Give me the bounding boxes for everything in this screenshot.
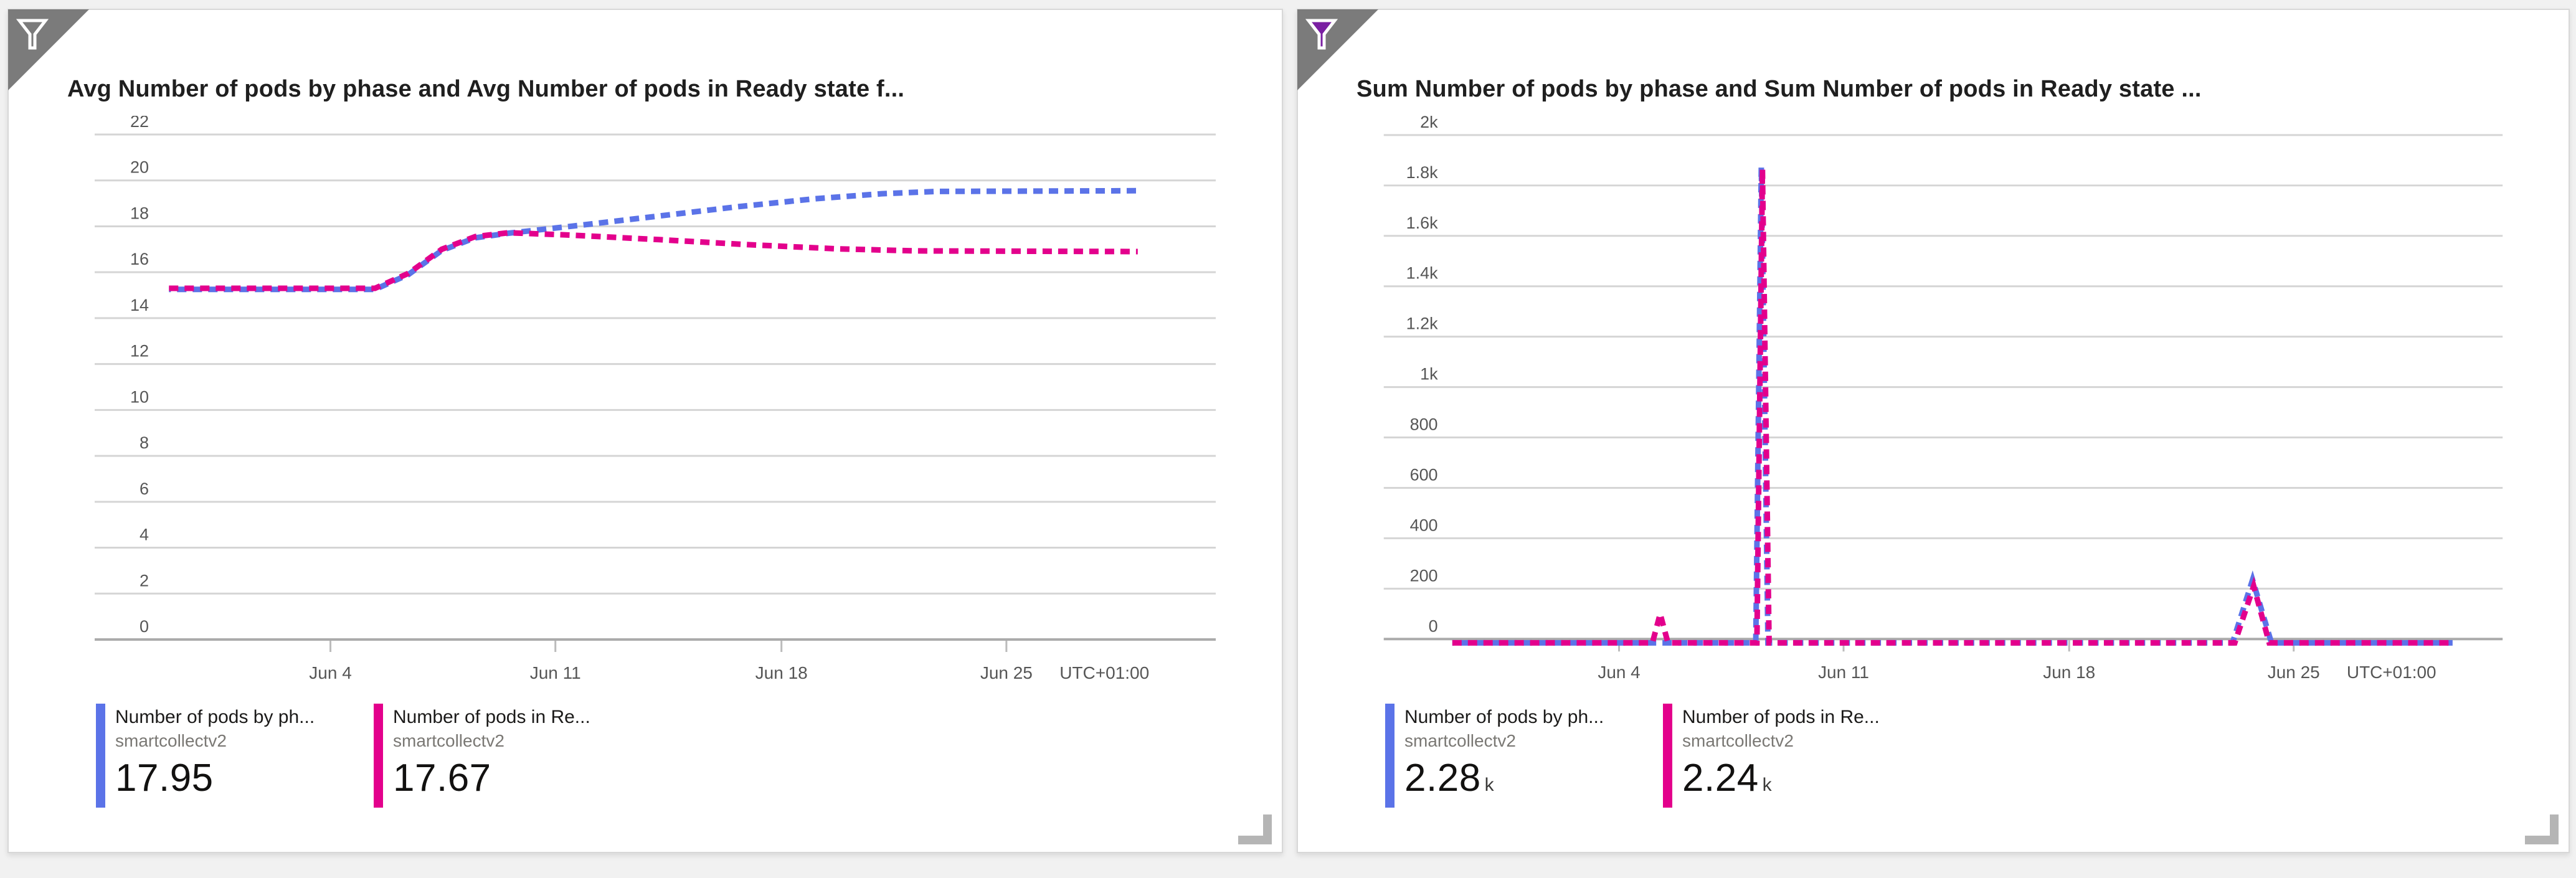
svg-text:22: 22 (130, 116, 149, 131)
svg-text:12: 12 (130, 342, 149, 361)
legend-series-name: Number of pods by ph... (1404, 707, 1604, 727)
legend-unit: k (1484, 775, 1495, 795)
legend-item-pods-in-ready[interactable]: Number of pods in Re... smartcollectv2 2… (1663, 704, 1941, 808)
svg-text:14: 14 (130, 296, 149, 314)
metric-tile-avg-pods[interactable]: Avg Number of pods by phase and Avg Numb… (7, 9, 1283, 853)
chart-title: Sum Number of pods by phase and Sum Numb… (1357, 75, 2202, 102)
svg-text:1k: 1k (1420, 365, 1438, 384)
legend-swatch-blue (96, 704, 105, 808)
svg-text:10: 10 (130, 387, 149, 406)
legend-item-pods-in-ready[interactable]: Number of pods in Re... smartcollectv2 1… (374, 704, 651, 808)
svg-text:2k: 2k (1420, 116, 1438, 131)
svg-text:800: 800 (1410, 415, 1438, 434)
filter-funnel-icon-active (1305, 19, 1338, 50)
svg-text:18: 18 (130, 204, 149, 222)
legend-aggregation-value: 17.67 (393, 757, 491, 800)
legend-aggregation-value: 17.95 (115, 757, 214, 800)
legend-aggregation-value: 2.24 k (1682, 757, 1773, 800)
legend-series-name: Number of pods by ph... (115, 707, 315, 727)
legend-item-pods-by-phase[interactable]: Number of pods by ph... smartcollectv2 2… (1385, 704, 1663, 808)
svg-text:0: 0 (140, 617, 149, 636)
svg-text:0: 0 (1429, 616, 1438, 635)
svg-text:1.8k: 1.8k (1406, 163, 1438, 182)
legend-swatch-magenta (374, 704, 383, 808)
svg-text:Jun 4: Jun 4 (1598, 663, 1640, 682)
legend-series-name: Number of pods in Re... (393, 707, 590, 727)
svg-text:1.6k: 1.6k (1406, 214, 1438, 232)
chart-title: Avg Number of pods by phase and Avg Numb… (67, 75, 905, 102)
legend-item-pods-by-phase[interactable]: Number of pods by ph... smartcollectv2 1… (96, 704, 374, 808)
svg-text:4: 4 (140, 526, 149, 544)
legend-resource-name: smartcollectv2 (1682, 731, 1794, 750)
svg-text:8: 8 (140, 433, 149, 452)
svg-text:UTC+01:00: UTC+01:00 (2347, 663, 2436, 682)
line-chart-sum-pods[interactable]: 2k 1.8k 1.6k 1.4k 1.2k 1k 800 600 400 200 0 Jun 4 Ju… (1298, 116, 2569, 707)
svg-text:16: 16 (130, 250, 149, 268)
filter-funnel-icon (16, 19, 49, 50)
svg-text:400: 400 (1410, 516, 1438, 534)
chart-legend: Number of pods by ph... smartcollectv2 1… (96, 704, 651, 808)
svg-text:2: 2 (140, 571, 149, 590)
svg-text:Jun 18: Jun 18 (755, 663, 808, 682)
svg-text:Jun 11: Jun 11 (530, 663, 581, 682)
svg-text:Jun 11: Jun 11 (1818, 663, 1869, 682)
svg-text:Jun 25: Jun 25 (2268, 663, 2320, 682)
legend-resource-name: smartcollectv2 (115, 731, 227, 750)
tile-resize-handle[interactable] (1238, 814, 1272, 844)
legend-resource-name: smartcollectv2 (1404, 731, 1516, 750)
svg-text:6: 6 (140, 479, 149, 498)
legend-resource-name: smartcollectv2 (393, 731, 504, 750)
svg-text:200: 200 (1410, 566, 1438, 585)
svg-text:600: 600 (1410, 465, 1438, 484)
legend-swatch-blue (1385, 704, 1395, 808)
svg-text:1.2k: 1.2k (1406, 314, 1438, 333)
metric-tile-sum-pods[interactable]: Sum Number of pods by phase and Sum Numb… (1297, 9, 2570, 853)
legend-aggregation-value: 2.28 k (1404, 757, 1495, 800)
legend-series-name: Number of pods in Re... (1682, 707, 1880, 727)
legend-unit: k (1762, 775, 1773, 795)
svg-text:Jun 18: Jun 18 (2043, 663, 2095, 682)
chart-legend: Number of pods by ph... smartcollectv2 2… (1385, 704, 1941, 808)
svg-text:20: 20 (130, 158, 149, 177)
svg-text:UTC+01:00: UTC+01:00 (1059, 663, 1149, 682)
legend-swatch-magenta (1663, 704, 1672, 808)
tile-resize-handle[interactable] (2525, 814, 2559, 844)
svg-text:Jun 25: Jun 25 (980, 663, 1033, 682)
svg-text:1.4k: 1.4k (1406, 264, 1438, 283)
svg-text:Jun 4: Jun 4 (309, 663, 352, 682)
